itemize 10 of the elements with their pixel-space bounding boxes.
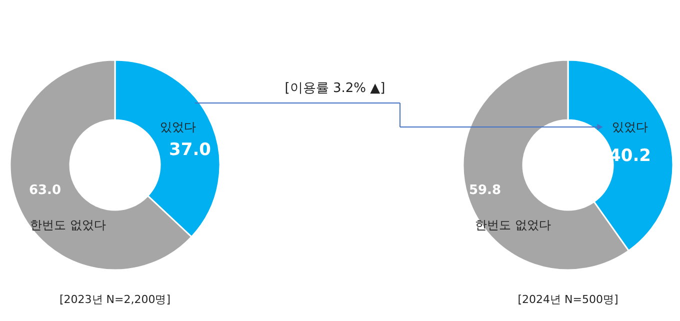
data-label: 37.0 [169,140,212,160]
text: [2024년 N=500명] [518,293,618,306]
data-label: 40.2 [609,146,651,166]
slice-label: 있었다 [612,120,648,134]
text: [이용률 3.2% ▲] [284,81,386,96]
data-label: 59.8 [468,183,502,198]
slice-label: 있었다 [160,120,196,134]
slice-label: 한번도 없었다 [30,218,106,232]
text: [2023년 N=2,200명] [59,293,171,306]
data-label: 63.0 [28,183,62,198]
